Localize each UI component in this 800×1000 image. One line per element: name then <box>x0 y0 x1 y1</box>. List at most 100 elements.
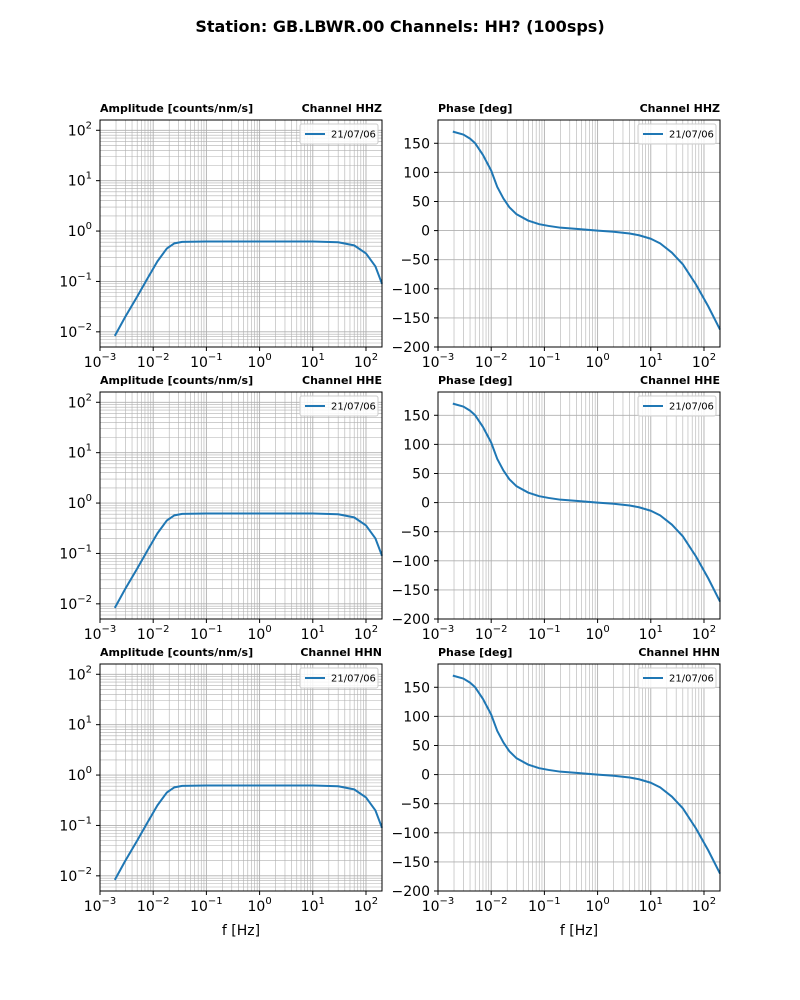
axes-frame <box>437 391 721 620</box>
y-tick-label: −100 <box>392 826 430 842</box>
y-tick-label: 102 <box>68 392 92 411</box>
y-tick-label: −200 <box>392 340 430 356</box>
x-tick-label: 10−2 <box>137 896 170 915</box>
y-gridlines <box>100 673 382 892</box>
x-tick-label: 10−1 <box>528 352 561 371</box>
y-tick-label: −100 <box>392 554 430 570</box>
panel-hhz-amplitude: 10−3 10−2 10−1 100 101 102 10−2 10−1 100 101 102 Am… <box>59 102 383 371</box>
x-tick-label: 10−2 <box>475 624 508 643</box>
y-tick-label: 102 <box>68 120 92 139</box>
x-tick-label: 100 <box>585 896 609 915</box>
y-tick-label: 101 <box>68 171 92 190</box>
legend: 21/07/06 <box>299 395 379 417</box>
y-tick-label: 150 <box>403 408 430 424</box>
y-tick-label: 100 <box>68 765 92 784</box>
y-tick-label: 0 <box>421 768 430 784</box>
panel-title-left: Phase [deg] <box>438 646 512 659</box>
y-gridlines <box>100 401 382 620</box>
y-tick-label: 50 <box>412 194 430 210</box>
x-tick-label: 100 <box>247 352 271 371</box>
x-tick-label: 10−3 <box>422 896 455 915</box>
y-tick-label: 10−1 <box>59 543 92 562</box>
legend-box <box>637 395 717 417</box>
x-tick-label: 100 <box>585 352 609 371</box>
x-tick-label: 10−3 <box>422 624 455 643</box>
x-tick-label: 100 <box>247 896 271 915</box>
response-curve <box>113 784 383 881</box>
figure-title: Station: GB.LBWR.00 Channels: HH? (100sp… <box>195 17 604 36</box>
legend-label: 21/07/06 <box>331 674 376 685</box>
panel-title-right: Channel HHZ <box>640 102 720 115</box>
x-tick-label: 101 <box>301 352 325 371</box>
panel-title-left: Amplitude [counts/nm/s] <box>100 374 253 387</box>
x-tick-label: 10−2 <box>137 624 170 643</box>
x-tick-label: 10−2 <box>137 352 170 371</box>
legend: 21/07/06 <box>299 123 379 145</box>
x-tick-label: 10−1 <box>528 896 561 915</box>
panel-hhz-phase: 10−3 10−2 10−1 100 101 102 150 100 50 0 −50 −100 −15… <box>392 102 721 371</box>
x-tick-label: 10−1 <box>528 624 561 643</box>
panels-container: 10−3 10−2 10−1 100 101 102 10−2 10−1 100 101 102 Am… <box>59 102 721 939</box>
y-gridlines <box>438 414 720 620</box>
y-tick-label: 100 <box>68 221 92 240</box>
y-tick-label: 100 <box>68 493 92 512</box>
x-tick-label: 102 <box>692 896 716 915</box>
axes-frame <box>437 119 721 348</box>
y-tick-label: 150 <box>403 136 430 152</box>
y-tick-label: 100 <box>403 165 430 181</box>
y-tick-label: 50 <box>412 738 430 754</box>
y-tick-label: 10−2 <box>59 866 92 885</box>
panel-title-right: Channel HHN <box>300 646 382 659</box>
x-gridlines <box>437 392 721 619</box>
y-tick-label: 10−1 <box>59 271 92 290</box>
legend-label: 21/07/06 <box>669 674 714 685</box>
response-curve <box>452 130 721 330</box>
legend-label: 21/07/06 <box>669 130 714 141</box>
legend-label: 21/07/06 <box>669 402 714 413</box>
x-tick-label: 101 <box>639 896 663 915</box>
x-tick-label: 102 <box>354 352 378 371</box>
y-tick-label: −150 <box>392 311 430 327</box>
y-tick-label: 10−1 <box>59 815 92 834</box>
y-gridlines <box>100 129 382 348</box>
y-tick-label: 0 <box>421 496 430 512</box>
x-tick-label: 102 <box>354 624 378 643</box>
x-tick-label: 100 <box>247 624 271 643</box>
legend-box <box>299 667 379 689</box>
panel-title-right: Channel HHE <box>640 374 720 387</box>
panel-hhn-amplitude: 10−3 10−2 10−1 100 101 102 10−2 10−1 100 101 102 Am… <box>59 646 383 939</box>
y-tick-label: 102 <box>68 664 92 683</box>
x-tick-label: 102 <box>354 896 378 915</box>
axes-frame <box>99 119 383 348</box>
legend-box <box>299 395 379 417</box>
x-tick-label: 10−3 <box>84 896 117 915</box>
response-curve <box>113 240 383 337</box>
x-axis-label: f [Hz] <box>222 923 260 939</box>
y-tick-label: 101 <box>68 443 92 462</box>
legend-label: 21/07/06 <box>331 402 376 413</box>
response-curve <box>452 402 721 602</box>
x-gridlines <box>437 664 721 891</box>
legend-box <box>637 667 717 689</box>
panel-title-left: Phase [deg] <box>438 374 512 387</box>
panel-hhn-phase: 10−3 10−2 10−1 100 101 102 150 100 50 0 −50 −100 −15… <box>392 646 721 939</box>
axes-frame <box>99 663 383 892</box>
panel-title-left: Amplitude [counts/nm/s] <box>100 102 253 115</box>
y-tick-label: −150 <box>392 583 430 599</box>
y-tick-label: 10−2 <box>59 594 92 613</box>
x-tick-label: 102 <box>692 352 716 371</box>
axes-frame <box>437 663 721 892</box>
legend: 21/07/06 <box>299 667 379 689</box>
legend-label: 21/07/06 <box>331 130 376 141</box>
x-tick-label: 10−3 <box>84 352 117 371</box>
x-tick-label: 101 <box>301 896 325 915</box>
y-tick-label: −200 <box>392 884 430 900</box>
x-tick-label: 100 <box>585 624 609 643</box>
panel-title-right: Channel HHN <box>638 646 720 659</box>
x-tick-label: 10−1 <box>190 352 223 371</box>
y-tick-label: −200 <box>392 612 430 628</box>
x-axis-label: f [Hz] <box>560 923 598 939</box>
response-curve <box>452 674 721 874</box>
panel-hhe-phase: 10−3 10−2 10−1 100 101 102 150 100 50 0 −50 −100 −15… <box>392 374 721 643</box>
